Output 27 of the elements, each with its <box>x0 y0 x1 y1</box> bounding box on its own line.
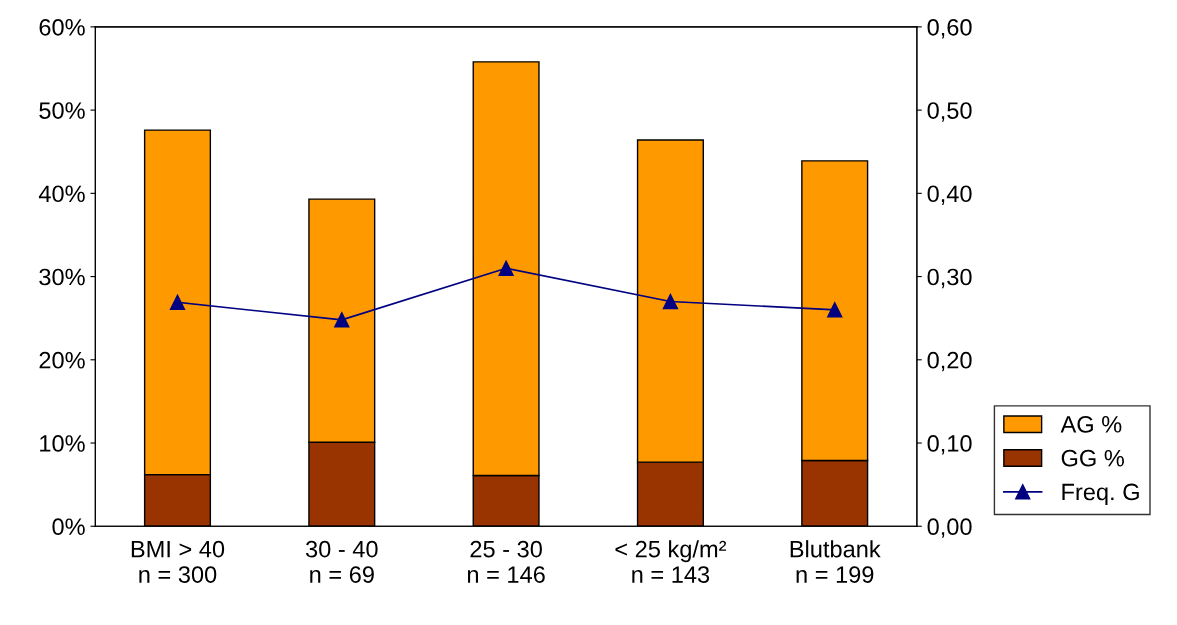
point <box>334 312 350 328</box>
legend-label: AG % <box>1060 415 1122 433</box>
x-tick-label: Blutbank n = 199 <box>790 540 881 583</box>
y-tick-label: 40% <box>38 185 85 203</box>
point <box>169 294 186 311</box>
y-tick-label: 10% <box>40 435 85 452</box>
legend-label: GG % <box>1061 449 1124 467</box>
y2-tick-label: 0,00 <box>927 518 972 538</box>
legend-label: Freq. G <box>1062 483 1139 505</box>
x-tick-label: 25 - 30 n = 146 <box>467 540 545 583</box>
y-tick-label: 30% <box>39 268 85 286</box>
y2-tick-label: 0,50 <box>927 102 972 122</box>
x-tick-label: BMI > 40 n = 300 <box>131 540 225 583</box>
y2-tick-label: 0,10 <box>927 435 972 455</box>
y-tick-label: 20% <box>39 351 85 369</box>
x-tick-label: < 25 kg/m² n = 143 <box>615 540 727 583</box>
y2-tick-label: 0,30 <box>927 268 972 289</box>
x-tick-label: 30 - 40 n = 69 <box>305 540 378 583</box>
y-tick-label: 50% <box>39 102 85 119</box>
y-tick-label: 0% <box>52 518 85 536</box>
y2-tick-label: 0,40 <box>927 185 972 205</box>
point <box>498 260 514 276</box>
y-tick-label: 60% <box>39 18 85 36</box>
y2-tick-label: 0,20 <box>927 351 972 372</box>
point <box>662 293 679 310</box>
point <box>827 302 843 318</box>
y2-tick-label: 0,60 <box>927 18 972 39</box>
